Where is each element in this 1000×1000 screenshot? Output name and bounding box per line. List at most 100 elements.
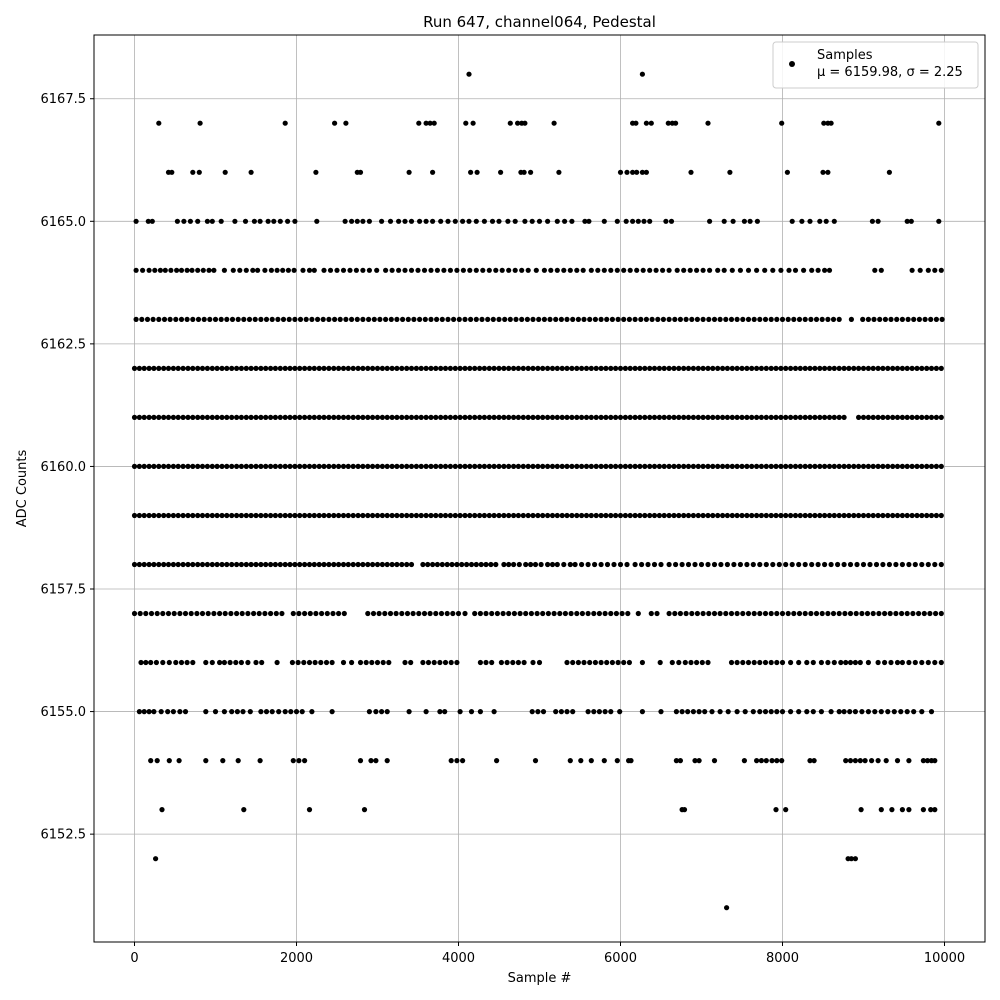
data-point (851, 365, 857, 371)
data-point (528, 169, 534, 175)
data-point (883, 758, 889, 764)
data-point (561, 561, 567, 568)
data-point (309, 316, 315, 322)
data-point (185, 365, 191, 371)
data-point (374, 463, 381, 469)
data-point (880, 414, 886, 420)
data-point (447, 512, 453, 519)
data-point (212, 316, 219, 322)
data-point (807, 512, 813, 519)
data-point (227, 659, 233, 666)
data-point (462, 316, 468, 322)
data-point (233, 659, 239, 666)
data-point (253, 365, 259, 371)
data-point (350, 365, 356, 371)
data-point (936, 218, 942, 224)
data-point (847, 561, 854, 568)
data-point (303, 316, 309, 322)
data-point (773, 414, 779, 420)
data-point (924, 365, 930, 371)
data-point (695, 463, 701, 469)
data-point (609, 316, 616, 322)
data-point (180, 561, 186, 568)
data-point (846, 463, 852, 469)
data-point (466, 71, 472, 77)
data-point (647, 463, 653, 469)
data-point (875, 414, 881, 420)
data-point (656, 512, 663, 519)
data-point (224, 512, 230, 519)
data-point (530, 414, 536, 420)
data-point (175, 414, 181, 420)
data-point (625, 610, 631, 617)
data-point (173, 316, 179, 322)
data-point (598, 365, 604, 371)
data-point (728, 610, 735, 617)
data-point (410, 610, 416, 617)
data-point (904, 512, 910, 519)
data-point (570, 709, 576, 715)
data-point (870, 365, 876, 371)
legend-marker (789, 61, 795, 67)
data-point (676, 512, 682, 519)
data-point (505, 218, 511, 224)
data-point (898, 709, 904, 715)
data-point (185, 561, 191, 568)
data-point (770, 267, 776, 273)
data-point (438, 365, 444, 371)
data-point (326, 365, 332, 371)
data-point (865, 414, 872, 420)
data-point (802, 561, 808, 568)
data-point (724, 365, 731, 371)
data-point (773, 365, 779, 371)
data-point (574, 463, 580, 469)
data-point (306, 267, 313, 273)
data-point (221, 709, 227, 715)
data-point (551, 120, 557, 126)
data-point (340, 659, 347, 666)
data-point (387, 610, 394, 617)
data-point (162, 267, 168, 273)
data-point (831, 659, 837, 666)
data-point (717, 610, 723, 617)
data-point (654, 610, 660, 617)
data-point (826, 414, 833, 420)
data-point (932, 561, 938, 568)
data-point (749, 463, 755, 469)
data-point (379, 512, 385, 519)
data-point (450, 610, 456, 617)
data-point (739, 365, 745, 371)
data-point (131, 610, 138, 617)
data-point (209, 659, 215, 666)
data-point (773, 463, 779, 469)
data-point (512, 267, 518, 273)
data-point (914, 463, 920, 469)
data-point (156, 316, 162, 322)
data-point (894, 512, 901, 519)
data-point (927, 610, 933, 617)
data-point (370, 365, 376, 371)
data-point (768, 512, 774, 519)
data-point (394, 512, 400, 519)
data-point (521, 659, 527, 666)
data-point (149, 218, 155, 224)
data-point (880, 463, 886, 469)
data-point (190, 561, 196, 568)
data-point (418, 463, 424, 469)
data-point (478, 561, 484, 568)
data-point (510, 463, 517, 469)
data-point (582, 218, 588, 224)
data-point (170, 512, 176, 519)
data-point (875, 365, 881, 371)
data-point (742, 709, 748, 715)
data-point (938, 463, 944, 469)
data-point (932, 758, 938, 764)
data-point (710, 414, 716, 420)
data-point (199, 414, 206, 420)
data-point (447, 267, 453, 273)
data-point (387, 218, 394, 224)
data-point (875, 659, 881, 666)
data-point (801, 267, 807, 273)
data-point (609, 659, 616, 666)
data-point (724, 561, 731, 568)
